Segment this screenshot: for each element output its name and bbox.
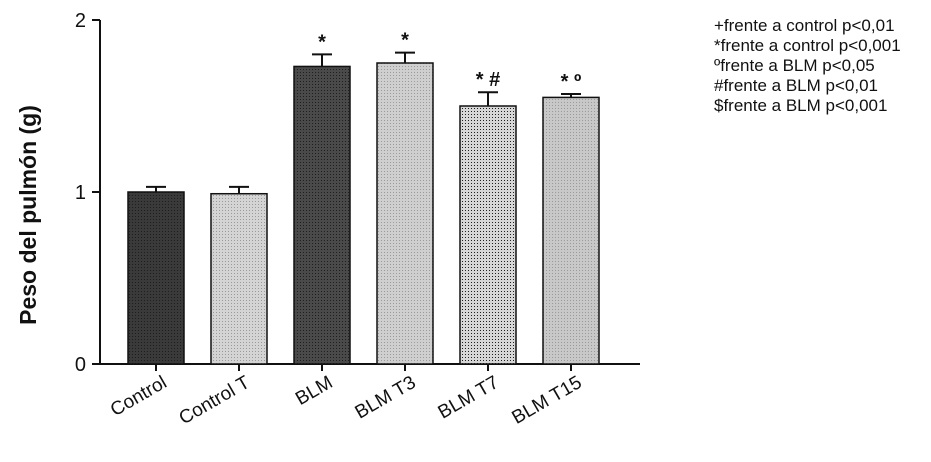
- x-tick-label: Control T: [176, 372, 254, 429]
- x-tick-label: BLM T3: [352, 372, 420, 423]
- y-tick-label: 1: [75, 182, 86, 204]
- significance-mark: * º: [561, 71, 582, 93]
- plot-area: 0 1 2 Control Control T * BLM * BLM T3 * # BLM T7 *…: [75, 10, 640, 429]
- legend-entry: #frente a BLM p<0,01: [714, 76, 878, 95]
- bar-chart: Peso del pulmón (g) 0 1 2 Control Control T *…: [15, 10, 640, 429]
- x-tick-label: Control: [107, 372, 171, 421]
- significance-mark: * #: [476, 69, 500, 91]
- bar: [459, 105, 517, 365]
- legend-entry: +frente a control p<0,01: [714, 16, 895, 35]
- y-axis-label: Peso del pulmón (g): [15, 105, 41, 325]
- y-tick-label: 2: [75, 10, 86, 32]
- significance-legend: +frente a control p<0,01 *frente a contr…: [714, 16, 901, 116]
- legend-entry: *frente a control p<0,001: [714, 36, 901, 55]
- y-tick-label: 0: [75, 354, 86, 376]
- bar: [293, 65, 351, 365]
- x-tick-label: BLM: [292, 372, 336, 410]
- significance-mark: *: [318, 31, 326, 53]
- bar: [210, 192, 268, 365]
- bar: [376, 62, 434, 365]
- bar: [542, 96, 600, 365]
- significance-mark: *: [401, 30, 409, 52]
- bar: [127, 191, 185, 365]
- legend-entry: ºfrente a BLM p<0,05: [714, 56, 875, 75]
- x-tick-label: BLM T15: [509, 372, 586, 429]
- legend-entry: $frente a BLM p<0,001: [714, 96, 888, 115]
- x-tick-label: BLM T7: [435, 372, 503, 423]
